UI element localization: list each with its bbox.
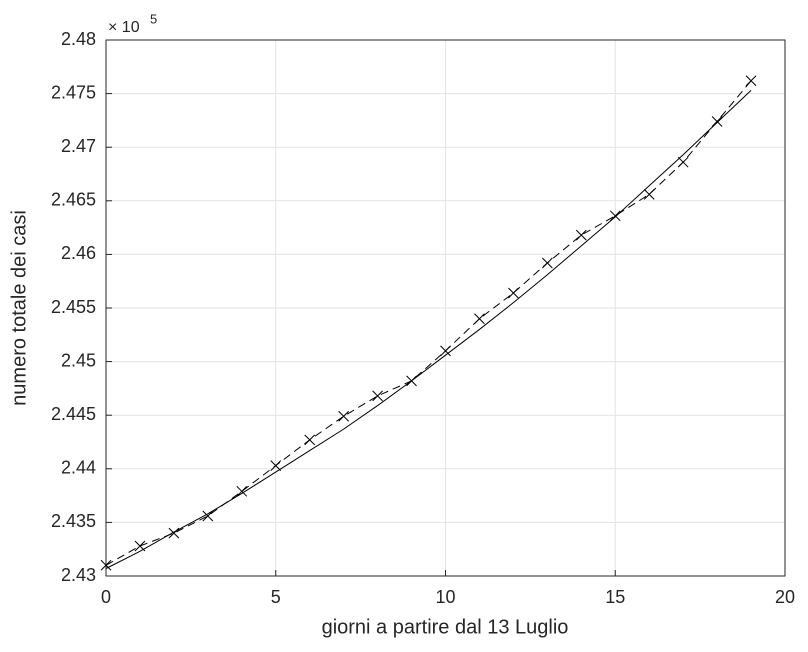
y-tick-label: 2.46: [61, 243, 96, 263]
plot-frame: [105, 39, 786, 577]
y-tick-label: 2.48: [61, 29, 96, 49]
marker: [440, 345, 451, 357]
y-tick-label: 2.44: [61, 458, 96, 478]
y-tick-label: 2.465: [51, 190, 96, 210]
marker: [372, 390, 383, 402]
marker: [541, 257, 553, 269]
series-line: [105, 90, 752, 569]
x-tick-label: 5: [271, 587, 281, 607]
y-tick-label: 2.43: [61, 565, 96, 585]
marker: [100, 559, 112, 571]
y-tick-label: 2.455: [51, 297, 96, 317]
x-tick-label: 15: [605, 587, 625, 607]
y-tick-label: 2.435: [51, 511, 96, 531]
marker: [575, 229, 587, 241]
x-tick-label: 0: [101, 587, 111, 607]
y-multiplier-exponent: 5: [150, 11, 157, 26]
marker: [677, 156, 689, 168]
marker: [474, 313, 485, 325]
marker: [745, 75, 757, 87]
x-axis-label: giorni a partire dal 13 Luglio: [322, 616, 569, 638]
y-tick-label: 2.47: [61, 136, 96, 156]
y-axis-label: numero totale dei casi: [8, 210, 30, 406]
x-tick-label: 20: [775, 587, 795, 607]
y-tick-label: 2.475: [51, 82, 96, 102]
y-multiplier-base: × 10: [108, 19, 140, 36]
marker: [711, 116, 723, 127]
marker: [304, 434, 316, 446]
marker: [508, 287, 519, 299]
marker: [236, 485, 248, 497]
x-tick-label: 10: [435, 587, 455, 607]
marker: [338, 410, 350, 422]
y-tick-label: 2.445: [51, 404, 96, 424]
series-line: [105, 80, 752, 566]
marker: [202, 510, 214, 522]
y-tick-label: 2.45: [61, 350, 96, 370]
marker: [270, 460, 282, 471]
marker: [643, 189, 655, 200]
